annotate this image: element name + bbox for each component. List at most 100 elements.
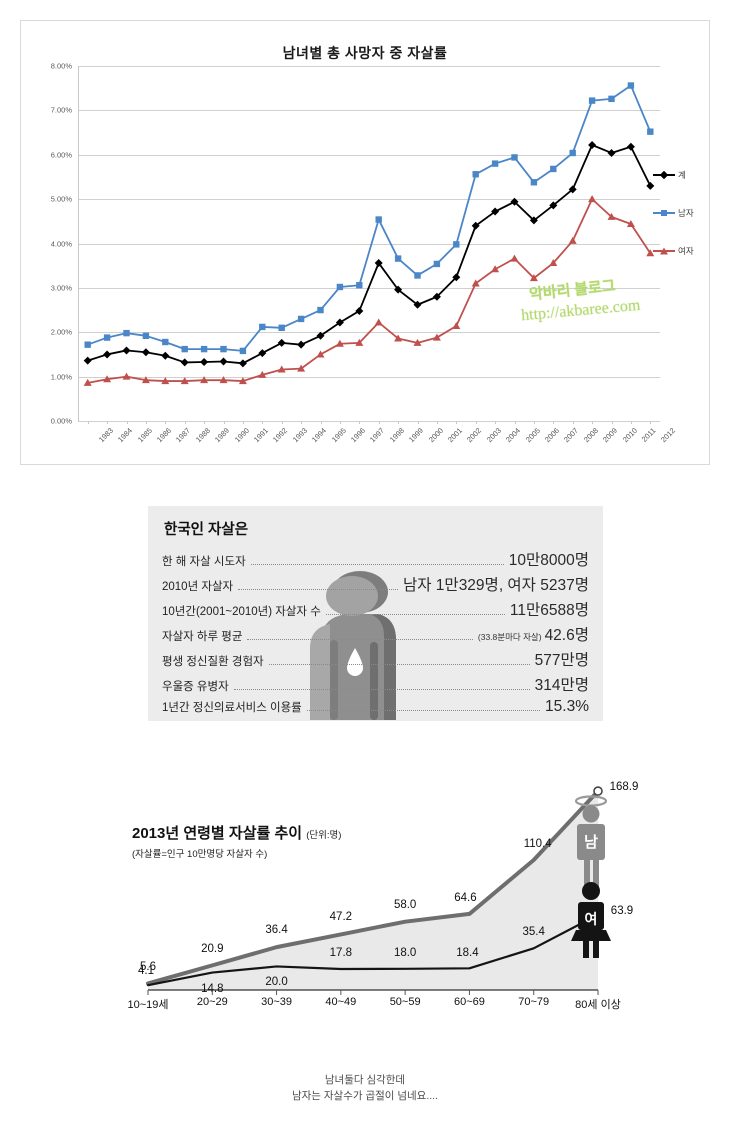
chart3-value-label-male: 47.2 (329, 911, 353, 924)
chart1-marker (510, 254, 519, 262)
chart1-marker (103, 350, 112, 359)
chart1-gridline (78, 199, 660, 201)
chart3-value-label-male: 64.6 (454, 891, 477, 904)
chart1-marker (549, 201, 558, 210)
chart1-gridline (78, 154, 660, 156)
chart1-x-tick-label: 1985 (135, 426, 154, 445)
chart1-x-tick-label: 2011 (639, 426, 658, 444)
chart1-x-tick-label: 2006 (542, 426, 561, 445)
chart1-x-tick-label: 1992 (271, 426, 290, 445)
chart1-marker (317, 306, 324, 314)
chart3-series-layer (146, 786, 603, 995)
chart1-x-tick-label: 1990 (232, 426, 251, 445)
chart1-legend-marker (660, 247, 668, 255)
chart1-y-tick-label: 1.00% (50, 372, 72, 382)
chart1-marker (123, 329, 130, 337)
chart3-x-tick-label: 70~79 (518, 996, 550, 1008)
chart1-marker (646, 181, 655, 190)
chart1-legend-item-여자[interactable]: 여자 (653, 232, 701, 270)
chart1-marker (335, 339, 344, 347)
chart1-marker (103, 334, 111, 341)
chart3-x-tick-label: 50~59 (389, 996, 421, 1008)
chart1-x-tick (417, 421, 419, 424)
chart1-marker (588, 195, 597, 203)
chart3-value-label-female: 18.0 (393, 946, 417, 959)
chart1-x-tick (281, 421, 283, 424)
chart1-marker (162, 338, 169, 346)
chart3-value-label-female: 4.1 (138, 965, 154, 978)
chart1-marker (239, 347, 247, 355)
chart1-x-tick-label: 2010 (620, 426, 639, 445)
panel-fact-value: 남자 1만329명, 여자 5237명 (402, 577, 589, 594)
chart1-marker (180, 377, 189, 385)
chart1-marker (219, 357, 228, 366)
chart1-x-tick (495, 421, 497, 424)
chart1-x-tick-label: 2000 (426, 426, 445, 445)
chart3-value-label-female: 20.0 (265, 976, 288, 989)
panel-fact-label: 우울증 유병자 (162, 681, 229, 693)
chart3-value-label-female: 14.8 (201, 982, 224, 995)
chart1-x-tick-label: 2002 (465, 426, 484, 445)
chart1-marker (608, 95, 615, 103)
chart1-plot-area: 0.00% 1.00% 2.00% 3.00% 4.00% 5.00% 6.00% 7.00%… (51, 62, 678, 445)
chart1-x-tick (456, 421, 458, 424)
chart1-x-tick (301, 421, 303, 424)
chart1-y-axis (78, 66, 79, 421)
panel-fact-label: 10년간(2001~2010년) 자살자 수 (162, 606, 321, 618)
chart1-x-tick-label: 1984 (115, 426, 135, 445)
chart3-title: 2013년 연령별 자살률 추이 (단위:명) (132, 822, 341, 843)
chart3-value-label-female: 35.4 (522, 926, 545, 939)
chart1-marker (491, 160, 499, 167)
panel-fact-row: 평생 정신질환 경험자 577만명 (162, 648, 589, 673)
chart1-marker (238, 359, 247, 368)
panel-fact-row: 자살자 하루 평균 (33.8분마다 자살) 42.6명 (162, 623, 589, 648)
chart1-marker (141, 376, 150, 384)
korean-suicide-facts-panel: 한국인 자살은 한 해 자살 시도자 10만8000명 2010년 자살자 남자 1만… (148, 506, 603, 721)
panel-fact-value: 11만6588명 (509, 602, 589, 619)
chart1-marker (356, 282, 363, 289)
chart1-marker (472, 171, 479, 178)
chart3-value-label-male: 58.0 (393, 898, 417, 911)
chart1-marker (374, 318, 383, 326)
chart1-x-tick-label: 2007 (562, 426, 581, 445)
chart3-x-tick-label: 60~69 (453, 996, 485, 1008)
chart1-x-tick (650, 421, 652, 424)
chart1-marker (200, 345, 208, 353)
panel-fact-row: 10년간(2001~2010년) 자살자 수 11만6588명 (162, 598, 589, 623)
chart1-marker (413, 338, 422, 346)
female-pictogram-icon: 여 (566, 881, 616, 959)
chart1-marker (258, 370, 267, 378)
chart1-marker (413, 300, 422, 309)
chart1-x-tick-label: 1991 (251, 426, 270, 445)
chart1-marker (142, 332, 150, 339)
chart1-marker (550, 165, 557, 173)
chart1-legend-item-계[interactable]: 계 (653, 156, 701, 194)
chart1-legend-swatch (653, 170, 675, 180)
chart3-value-label-male: 168.9 (609, 781, 639, 794)
chart1-marker (432, 333, 441, 341)
chart1-line-남자 (87, 84, 652, 352)
chart1-legend-item-남자[interactable]: 남자 (653, 194, 701, 232)
chart1-x-tick-label: 2004 (503, 426, 523, 445)
age-suicide-rate-chart: 2013년 연령별 자살률 추이 (단위:명) (자살률=인구 10만명당 자살… (108, 760, 638, 1011)
chart1-x-tick-label: 2001 (445, 426, 464, 445)
chart1-legend-swatch (653, 247, 675, 255)
bottom-caption: 남녀둘다 심각한데 남자는 자살수가 곱절이 넘네요.... (0, 1072, 730, 1104)
chart1-marker (588, 140, 597, 149)
chart1-marker (335, 318, 344, 327)
chart3-value-label-male: 20.9 (201, 943, 224, 956)
chart1-legend-label: 계 (678, 170, 686, 180)
chart1-x-tick-label: 1994 (309, 426, 329, 445)
chart3-x-tick-label: 20~29 (196, 996, 228, 1008)
panel-fact-row: 2010년 자살자 남자 1만329명, 여자 5237명 (162, 573, 589, 598)
chart1-marker (627, 82, 635, 89)
chart1-y-tick-label: 5.00% (50, 194, 72, 204)
chart1-x-tick (572, 421, 574, 424)
chart1-marker (568, 236, 577, 244)
chart1-x-tick (184, 421, 186, 424)
chart1-marker (84, 341, 91, 348)
chart3-x-tick-label: 10~19세 (127, 999, 169, 1011)
chart1-marker (278, 324, 285, 332)
chart1-x-tick-label: 1983 (96, 426, 115, 445)
chart1-x-tick (533, 421, 535, 424)
